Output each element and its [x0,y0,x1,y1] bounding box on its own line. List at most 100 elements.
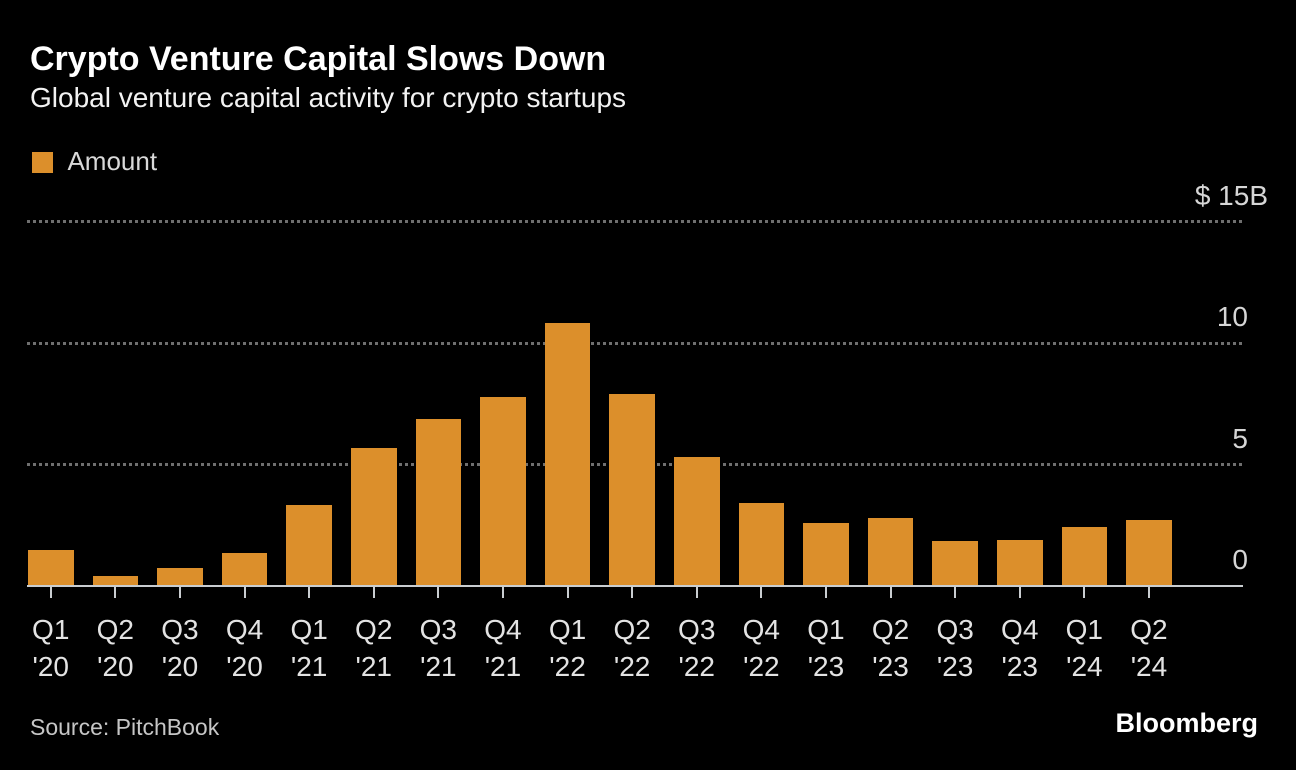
y-tick-label: 5 [1232,422,1248,454]
x-tick-label-year: '20 [97,651,134,682]
bar [544,322,591,586]
x-tick-label: Q3'22 [664,611,729,685]
x-tick-label-quarter: Q3 [678,614,716,645]
y-gridline [27,220,1243,224]
bar [609,394,655,586]
x-tick-label: Q4'23 [987,611,1052,685]
x-axis-tick [243,587,246,598]
x-tick-label: Q1'22 [535,611,600,685]
chart-title: Crypto Venture Capital Slows Down [30,40,607,78]
x-axis-tick [114,587,117,598]
bar [221,553,268,586]
bar [1126,520,1172,586]
x-tick-label-year: '20 [226,651,263,682]
x-tick-label-quarter: Q3 [419,614,458,645]
x-axis-tick [49,587,52,598]
x-tick-label: Q2'20 [83,611,148,685]
y-tick-label: $ 15B [1194,179,1268,211]
x-tick-label: Q2'24 [1117,611,1182,685]
x-axis-tick [1018,587,1021,598]
x-tick-label: Q3'20 [148,611,213,685]
x-tick-label-year: '20 [161,651,199,682]
x-tick-label-quarter: Q4 [742,614,781,645]
x-tick-label-quarter: Q1 [548,614,587,645]
bar [92,576,139,586]
bar [480,396,526,586]
bar [157,567,203,586]
x-tick-label-quarter: Q3 [936,614,974,645]
x-tick-label-quarter: Q4 [1001,614,1039,645]
x-axis-tick [1083,587,1086,598]
x-tick-label-quarter: Q3 [161,614,199,645]
bar [28,549,74,586]
x-tick-label-quarter: Q2 [1130,614,1168,645]
bar [803,522,849,586]
x-tick-label-quarter: Q4 [484,614,522,645]
x-tick-label-year: '21 [484,651,522,682]
x-axis-tick [566,587,569,598]
x-tick-label: Q4'22 [729,611,794,685]
x-axis-tick [631,587,634,598]
x-tick-label-quarter: Q2 [96,614,135,645]
chart-subtitle: Global venture capital activity for cryp… [30,82,627,113]
x-tick-label-quarter: Q2 [355,614,393,645]
x-tick-label-year: '24 [1066,651,1103,682]
x-tick-label-quarter: Q2 [613,614,651,645]
source-note: Source: PitchBook [30,714,220,740]
x-tick-label-year: '21 [420,651,457,682]
bar [351,447,397,586]
x-tick-label: Q4'20 [212,611,277,685]
x-tick-label: Q1'20 [18,611,83,685]
x-axis-tick [501,587,504,598]
x-axis-tick [1147,587,1150,598]
x-tick-label-quarter: Q1 [1065,614,1104,645]
x-tick-label: Q1'23 [794,611,859,685]
x-axis-tick [308,587,311,598]
x-axis-line [27,585,1243,587]
legend: Amount [32,146,157,176]
x-tick-label-quarter: Q1 [807,614,845,645]
x-axis-tick [824,587,827,598]
bar [932,541,978,586]
bar [674,457,720,586]
x-tick-label-year: '22 [678,651,715,682]
x-axis-tick [760,587,763,598]
x-tick-label-year: '23 [807,651,845,682]
y-tick-label: 10 [1216,301,1248,333]
x-tick-label-year: '22 [549,651,586,682]
bar [867,518,914,586]
x-tick-label-quarter: Q1 [32,614,70,645]
bloomberg-logo: Bloomberg [1115,708,1258,738]
bar [415,418,462,586]
x-tick-label-year: '21 [355,651,392,682]
x-tick-label-quarter: Q2 [871,614,910,645]
bar [997,539,1043,586]
y-gridline [27,341,1243,345]
x-tick-label-quarter: Q4 [225,614,264,645]
x-tick-label-year: '22 [743,651,780,682]
x-tick-label-year: '23 [872,651,909,682]
x-tick-label: Q2'21 [341,611,406,685]
x-axis-tick [178,587,181,598]
bar [286,504,332,586]
bar [738,503,785,586]
y-tick-label: 0 [1232,544,1248,575]
x-tick-label: Q4'21 [471,611,536,685]
x-axis-tick [954,587,957,598]
x-tick-label: Q2'23 [858,611,923,685]
legend-swatch-icon [32,151,53,173]
x-tick-label-year: '23 [1001,651,1038,682]
bar [1061,526,1108,586]
x-axis-tick [372,587,375,598]
x-tick-label: Q2'22 [600,611,665,685]
x-tick-label: Q1'24 [1052,611,1117,685]
legend-label: Amount [67,146,158,176]
x-axis-tick [437,587,440,598]
x-tick-label: Q3'23 [923,611,988,685]
x-tick-label: Q3'21 [406,611,471,685]
x-axis-tick [695,587,698,598]
x-tick-label-year: '24 [1130,651,1168,682]
x-tick-label-year: '22 [613,651,651,682]
